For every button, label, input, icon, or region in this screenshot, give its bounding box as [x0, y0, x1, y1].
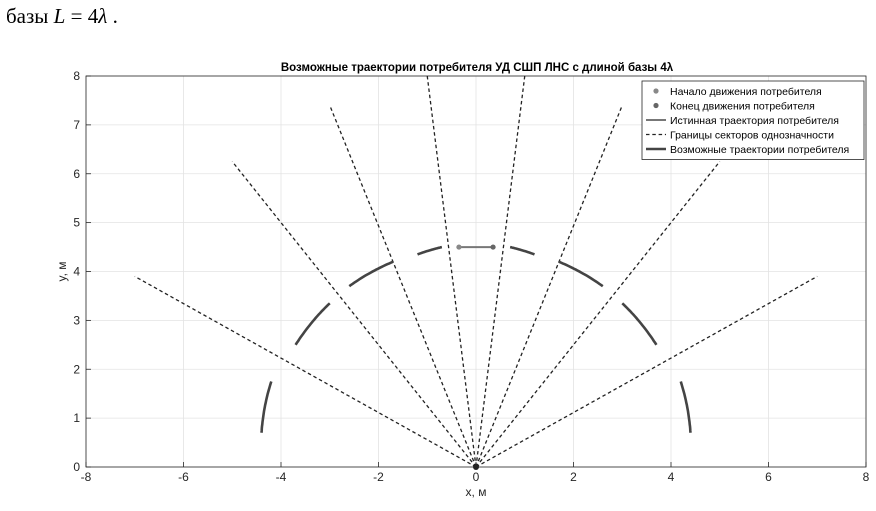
x-tick-label: 6	[765, 470, 772, 484]
y-tick-label: 5	[73, 216, 80, 230]
chart-title: Возможные траектории потребителя УД СШП …	[281, 62, 674, 74]
possible-trajectory-arc	[294, 302, 331, 346]
legend-box	[641, 80, 865, 160]
tick-labels: -8 -6 -4 -2 0 2 4 6 8 0 1 2 3 4 5 6 7 8	[73, 69, 869, 484]
possible-trajectory-arc	[558, 260, 604, 288]
possible-trajectories	[260, 245, 692, 433]
end-point-marker	[490, 244, 496, 250]
y-tick-label: 3	[73, 313, 80, 327]
x-tick-label: 4	[668, 470, 675, 484]
legend: Начало движения потребителя Конец движени…	[641, 80, 865, 160]
x-tick-label: -6	[178, 470, 189, 484]
x-tick-label: -4	[276, 470, 287, 484]
lead-formula-end: .	[107, 4, 118, 28]
possible-trajectory-arc	[509, 245, 535, 256]
sector-boundary-line	[475, 75, 526, 468]
sector-boundaries	[134, 75, 818, 468]
possible-trajectory-arc	[679, 381, 692, 433]
legend-marker-point	[653, 88, 659, 94]
y-tick-label: 7	[73, 118, 80, 132]
legend-marker-point	[653, 102, 659, 109]
y-tick-label: 0	[73, 460, 80, 474]
y-tick-label: 8	[73, 69, 80, 83]
x-tick-label: 0	[473, 470, 480, 484]
x-tick-label: 8	[863, 470, 870, 484]
sector-boundary-line	[475, 161, 721, 468]
legend-label: Истинная траектория потребителя	[670, 115, 839, 127]
sector-boundary-line	[475, 275, 818, 468]
y-axis-label: y, м	[55, 261, 69, 281]
possible-trajectory-arc	[621, 302, 658, 346]
lead-formula-eq: = 4	[65, 4, 99, 28]
y-tick-label: 2	[73, 362, 80, 376]
legend-label: Начало движения потребителя	[670, 86, 822, 98]
start-point-marker	[456, 244, 462, 250]
x-axis-label: x, м	[466, 485, 487, 499]
y-tick-label: 4	[73, 265, 80, 279]
lead-formula-var: L	[53, 4, 66, 28]
x-tick-label: 2	[570, 470, 577, 484]
sector-boundary-line	[134, 275, 477, 468]
possible-trajectory-arc	[348, 260, 394, 288]
sector-boundary-line	[231, 161, 477, 468]
x-tick-label: -2	[373, 470, 384, 484]
lead-text: базы L = 4λ .	[6, 4, 118, 29]
legend-label: Конец движения потребителя	[670, 100, 815, 112]
y-tick-label: 1	[73, 411, 80, 425]
lead-word: базы	[6, 4, 49, 28]
x-tick-label: -8	[81, 470, 92, 484]
y-tick-label: 6	[73, 167, 80, 181]
sector-boundary-line	[329, 105, 477, 468]
legend-label: Границы секторов однозначности	[670, 129, 834, 141]
possible-trajectory-arc	[417, 245, 443, 256]
lead-formula-lambda: λ	[98, 4, 108, 28]
possible-trajectory-arc	[260, 381, 273, 433]
sector-boundary-line	[426, 75, 477, 468]
legend-label: Возможные траектории потребителя	[670, 144, 849, 156]
sector-boundary-line	[475, 105, 623, 468]
